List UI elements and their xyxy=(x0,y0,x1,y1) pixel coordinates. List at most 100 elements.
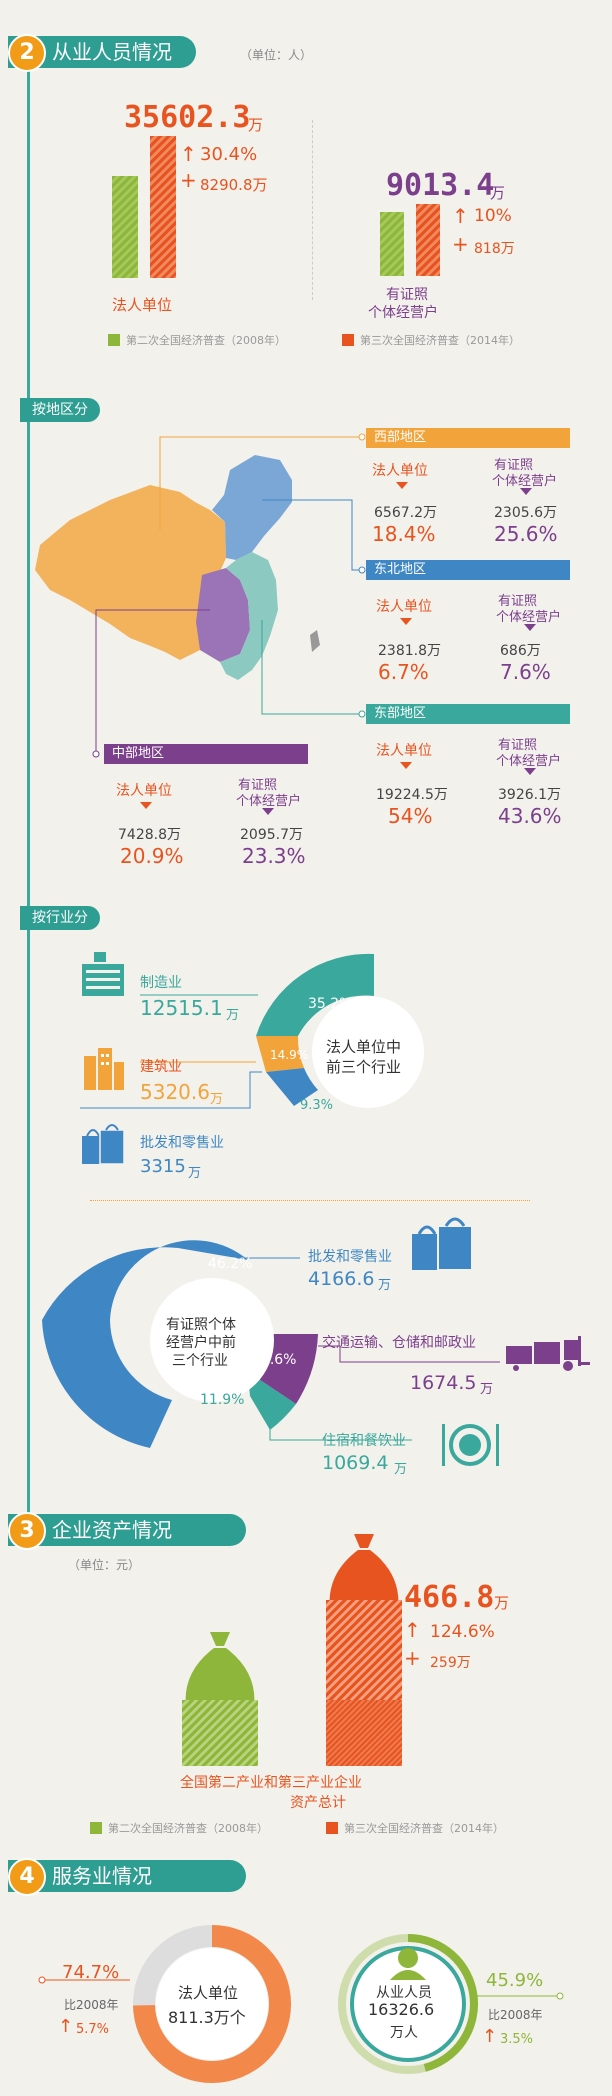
ind-arc-hospitality xyxy=(248,1372,296,1430)
ind-center-3: 三个行业 xyxy=(172,1353,228,1369)
section-4-number: 4 xyxy=(8,1858,46,1896)
map-west-region xyxy=(35,485,226,660)
legal-inc: 8290.8万 xyxy=(200,176,268,194)
legal-item-1-value: 5320.6 xyxy=(140,1080,210,1104)
northeast-ind-label-1: 有证照 xyxy=(498,594,538,609)
central-ind-val: 2095.7万 xyxy=(240,827,303,843)
section-4-header: 服务业情况 xyxy=(8,1860,246,1892)
central-bar: 中部地区 xyxy=(104,744,308,764)
service-staff-pct: 45.9% xyxy=(486,1970,544,1991)
legal-wan: 万 xyxy=(248,116,264,134)
central-legal-pct: 20.9% xyxy=(120,844,184,868)
service-legal-center-1: 法人单位 xyxy=(178,1984,239,2002)
service-staff-cmp: 比2008年 xyxy=(488,2008,543,2022)
ind-item-0-pct: 46.2% xyxy=(208,1256,253,1272)
money-bag-icon xyxy=(329,1534,399,1610)
west-ind-arrow xyxy=(520,488,532,495)
legal-plus: + xyxy=(180,168,197,192)
ind-center-1: 有证照个体 xyxy=(166,1317,236,1333)
west-legal-label: 法人单位 xyxy=(372,463,428,479)
section-3-header: 企业资产情况 xyxy=(8,1514,246,1546)
ind-item-1-pct: 18.6% xyxy=(252,1352,297,1368)
west-name: 西部地区 xyxy=(374,430,427,445)
map-northeast-region xyxy=(212,455,292,560)
legal-item-2-value: 3315 xyxy=(140,1156,186,1177)
northeast-ind-label-2: 个体经营户 xyxy=(496,610,562,625)
asset-bar-2008 xyxy=(182,1700,258,1766)
legal-center-2: 前三个行业 xyxy=(326,1058,402,1076)
section-4-title: 服务业情况 xyxy=(52,1864,152,1888)
east-ind-label-2: 个体经营户 xyxy=(496,754,562,769)
ind-wan: 万 xyxy=(490,184,506,202)
central-ind-label-1: 有证照 xyxy=(238,778,278,793)
legal-item-0-value: 12515.1 xyxy=(140,996,223,1020)
legal-item-1-pct: 14.9% xyxy=(270,1048,309,1062)
legend-2014-label: 第三次全国经济普查（2014年） xyxy=(360,334,520,347)
ind-label-1: 有证照 xyxy=(386,287,428,303)
legend-2014-swatch-2 xyxy=(326,1822,338,1834)
ind-item-2-value: 1069.4 xyxy=(322,1452,389,1474)
legal-value: 35602.3 xyxy=(124,100,251,135)
legal-arc-construction xyxy=(256,1036,304,1072)
china-map xyxy=(35,455,320,680)
service-legal-inc: 5.7% xyxy=(76,2022,110,2037)
map-east-region xyxy=(220,552,278,680)
legal-item-0-wan: 万 xyxy=(226,1008,240,1023)
legal-item-0-pct: 35.2% xyxy=(308,996,353,1012)
central-legal-label: 法人单位 xyxy=(116,783,172,799)
service-legal-center-2: 811.3万个 xyxy=(168,2008,246,2027)
ind-industry-chart xyxy=(42,1240,500,1448)
east-legal-arrow xyxy=(400,762,412,769)
legal-item-0-name: 制造业 xyxy=(140,975,182,991)
ind-inc: 818万 xyxy=(474,241,515,257)
east-ind-label-1: 有证照 xyxy=(498,738,538,753)
bar-ind-2014 xyxy=(416,204,440,276)
asset-bar-2014-base xyxy=(326,1700,402,1766)
ind-item-2-name: 住宿和餐饮业 xyxy=(322,1433,406,1449)
bar-legal-2008 xyxy=(112,176,138,278)
legend-2008-swatch xyxy=(108,334,120,346)
legal-arc-manufacturing xyxy=(256,953,374,1036)
dining-plate-icon xyxy=(442,1424,499,1466)
asset-pct: 124.6% xyxy=(430,1622,495,1642)
west-legal-arrow xyxy=(396,482,408,489)
service-legal-cmp: 比2008年 xyxy=(64,1998,119,2012)
money-bag-icon xyxy=(185,1632,255,1708)
ind-item-2-pct: 11.9% xyxy=(200,1392,245,1408)
west-bar: 西部地区 xyxy=(366,428,570,448)
west-legal-pct: 18.4% xyxy=(372,522,436,546)
ind-item-1-value: 1674.5 xyxy=(410,1372,477,1394)
west-ind-pct: 25.6% xyxy=(494,522,558,546)
central-ind-pct: 23.3% xyxy=(242,844,306,868)
ind-pct: 10% xyxy=(474,206,512,226)
shopping-bag-icon xyxy=(82,1124,125,1165)
legal-up-arrow: ↑ xyxy=(180,142,197,166)
ring-staff-progress xyxy=(407,1934,478,2072)
east-name: 东部地区 xyxy=(374,706,427,721)
central-ind-label-2: 个体经营户 xyxy=(236,794,302,809)
asset-value: 466.8 xyxy=(404,1580,495,1615)
east-legal-val: 19224.5万 xyxy=(376,787,448,803)
central-legal-val: 7428.8万 xyxy=(118,827,181,843)
ring-legal-progress xyxy=(133,1925,291,2083)
ind-value: 9013.4 xyxy=(386,168,495,203)
west-ind-label-2: 个体经营户 xyxy=(492,474,558,489)
asset-caption-2: 资产总计 xyxy=(290,1795,346,1811)
ind-center-2: 经营户中前 xyxy=(166,1335,236,1351)
west-ind-val: 2305.6万 xyxy=(494,505,557,521)
section-2-title: 从业人员情况 xyxy=(52,40,172,64)
east-ind-arrow xyxy=(524,768,536,775)
asset-inc: 259万 xyxy=(430,1655,471,1671)
legend-2014-swatch xyxy=(342,334,354,346)
ind-plus: + xyxy=(452,232,469,256)
service-staff-center-3: 万人 xyxy=(390,2025,418,2041)
northeast-ind-pct: 7.6% xyxy=(500,660,551,684)
person-phone-icon xyxy=(390,1948,426,1980)
legend-2008-label-2: 第二次全国经济普查（2008年） xyxy=(108,1822,268,1835)
section-3-unit: （单位：元） xyxy=(68,1558,141,1572)
west-legal-val: 6567.2万 xyxy=(374,505,437,521)
legal-item-1-name: 建筑业 xyxy=(140,1059,182,1075)
factory-icon xyxy=(82,952,124,996)
legend-2014-label-2: 第三次全国经济普查（2014年） xyxy=(344,1822,504,1835)
